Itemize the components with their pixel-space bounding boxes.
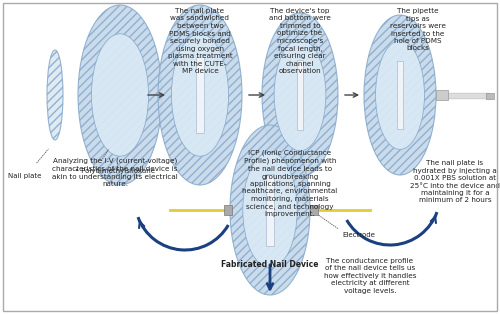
Text: • Polydimethylsiloxane: • Polydimethylsiloxane	[75, 168, 155, 174]
Text: Electrode: Electrode	[342, 232, 375, 238]
FancyBboxPatch shape	[224, 205, 232, 215]
FancyBboxPatch shape	[296, 60, 304, 130]
Ellipse shape	[47, 50, 63, 140]
Ellipse shape	[262, 13, 338, 177]
Text: Analyzing the I-V (current-voltage)
characteristics of the nail device is
akin t: Analyzing the I-V (current-voltage) char…	[52, 158, 178, 187]
Ellipse shape	[172, 34, 228, 156]
Ellipse shape	[243, 152, 297, 268]
Text: Nail plate: Nail plate	[8, 173, 42, 179]
Ellipse shape	[158, 5, 242, 185]
Text: The nail plate
was sandwiched
between two
PDMS blocks and
securely bonded
using : The nail plate was sandwiched between tw…	[168, 8, 232, 74]
Ellipse shape	[230, 125, 310, 295]
FancyBboxPatch shape	[397, 61, 403, 129]
Ellipse shape	[78, 5, 162, 185]
FancyBboxPatch shape	[196, 57, 204, 133]
Text: Fabricated Nail Device: Fabricated Nail Device	[221, 260, 319, 269]
Text: The conductance profile
of the nail device tells us
how effectively it handles
e: The conductance profile of the nail devi…	[324, 258, 416, 294]
Ellipse shape	[364, 15, 436, 175]
FancyBboxPatch shape	[266, 174, 274, 246]
Text: The device's top
and bottom were
trimmed to
optimize the
microscope's
focal leng: The device's top and bottom were trimmed…	[269, 8, 331, 74]
Ellipse shape	[376, 41, 424, 149]
FancyBboxPatch shape	[486, 93, 494, 99]
FancyBboxPatch shape	[436, 90, 448, 100]
Text: The pipette
tips as
reservoirs were
inserted to the
hole of PDMS
blocks: The pipette tips as reservoirs were inse…	[390, 8, 446, 51]
Text: The nail plate is
hydrated by injecting a
0.001X PBS solution at
25°C into the d: The nail plate is hydrated by injecting …	[410, 160, 500, 203]
FancyBboxPatch shape	[310, 205, 318, 215]
Ellipse shape	[92, 34, 148, 156]
Text: ICP (Ionic Conductance
Profile) phenomenon with
the nail device leads to
groundb: ICP (Ionic Conductance Profile) phenomen…	[242, 150, 338, 217]
Ellipse shape	[274, 39, 326, 151]
